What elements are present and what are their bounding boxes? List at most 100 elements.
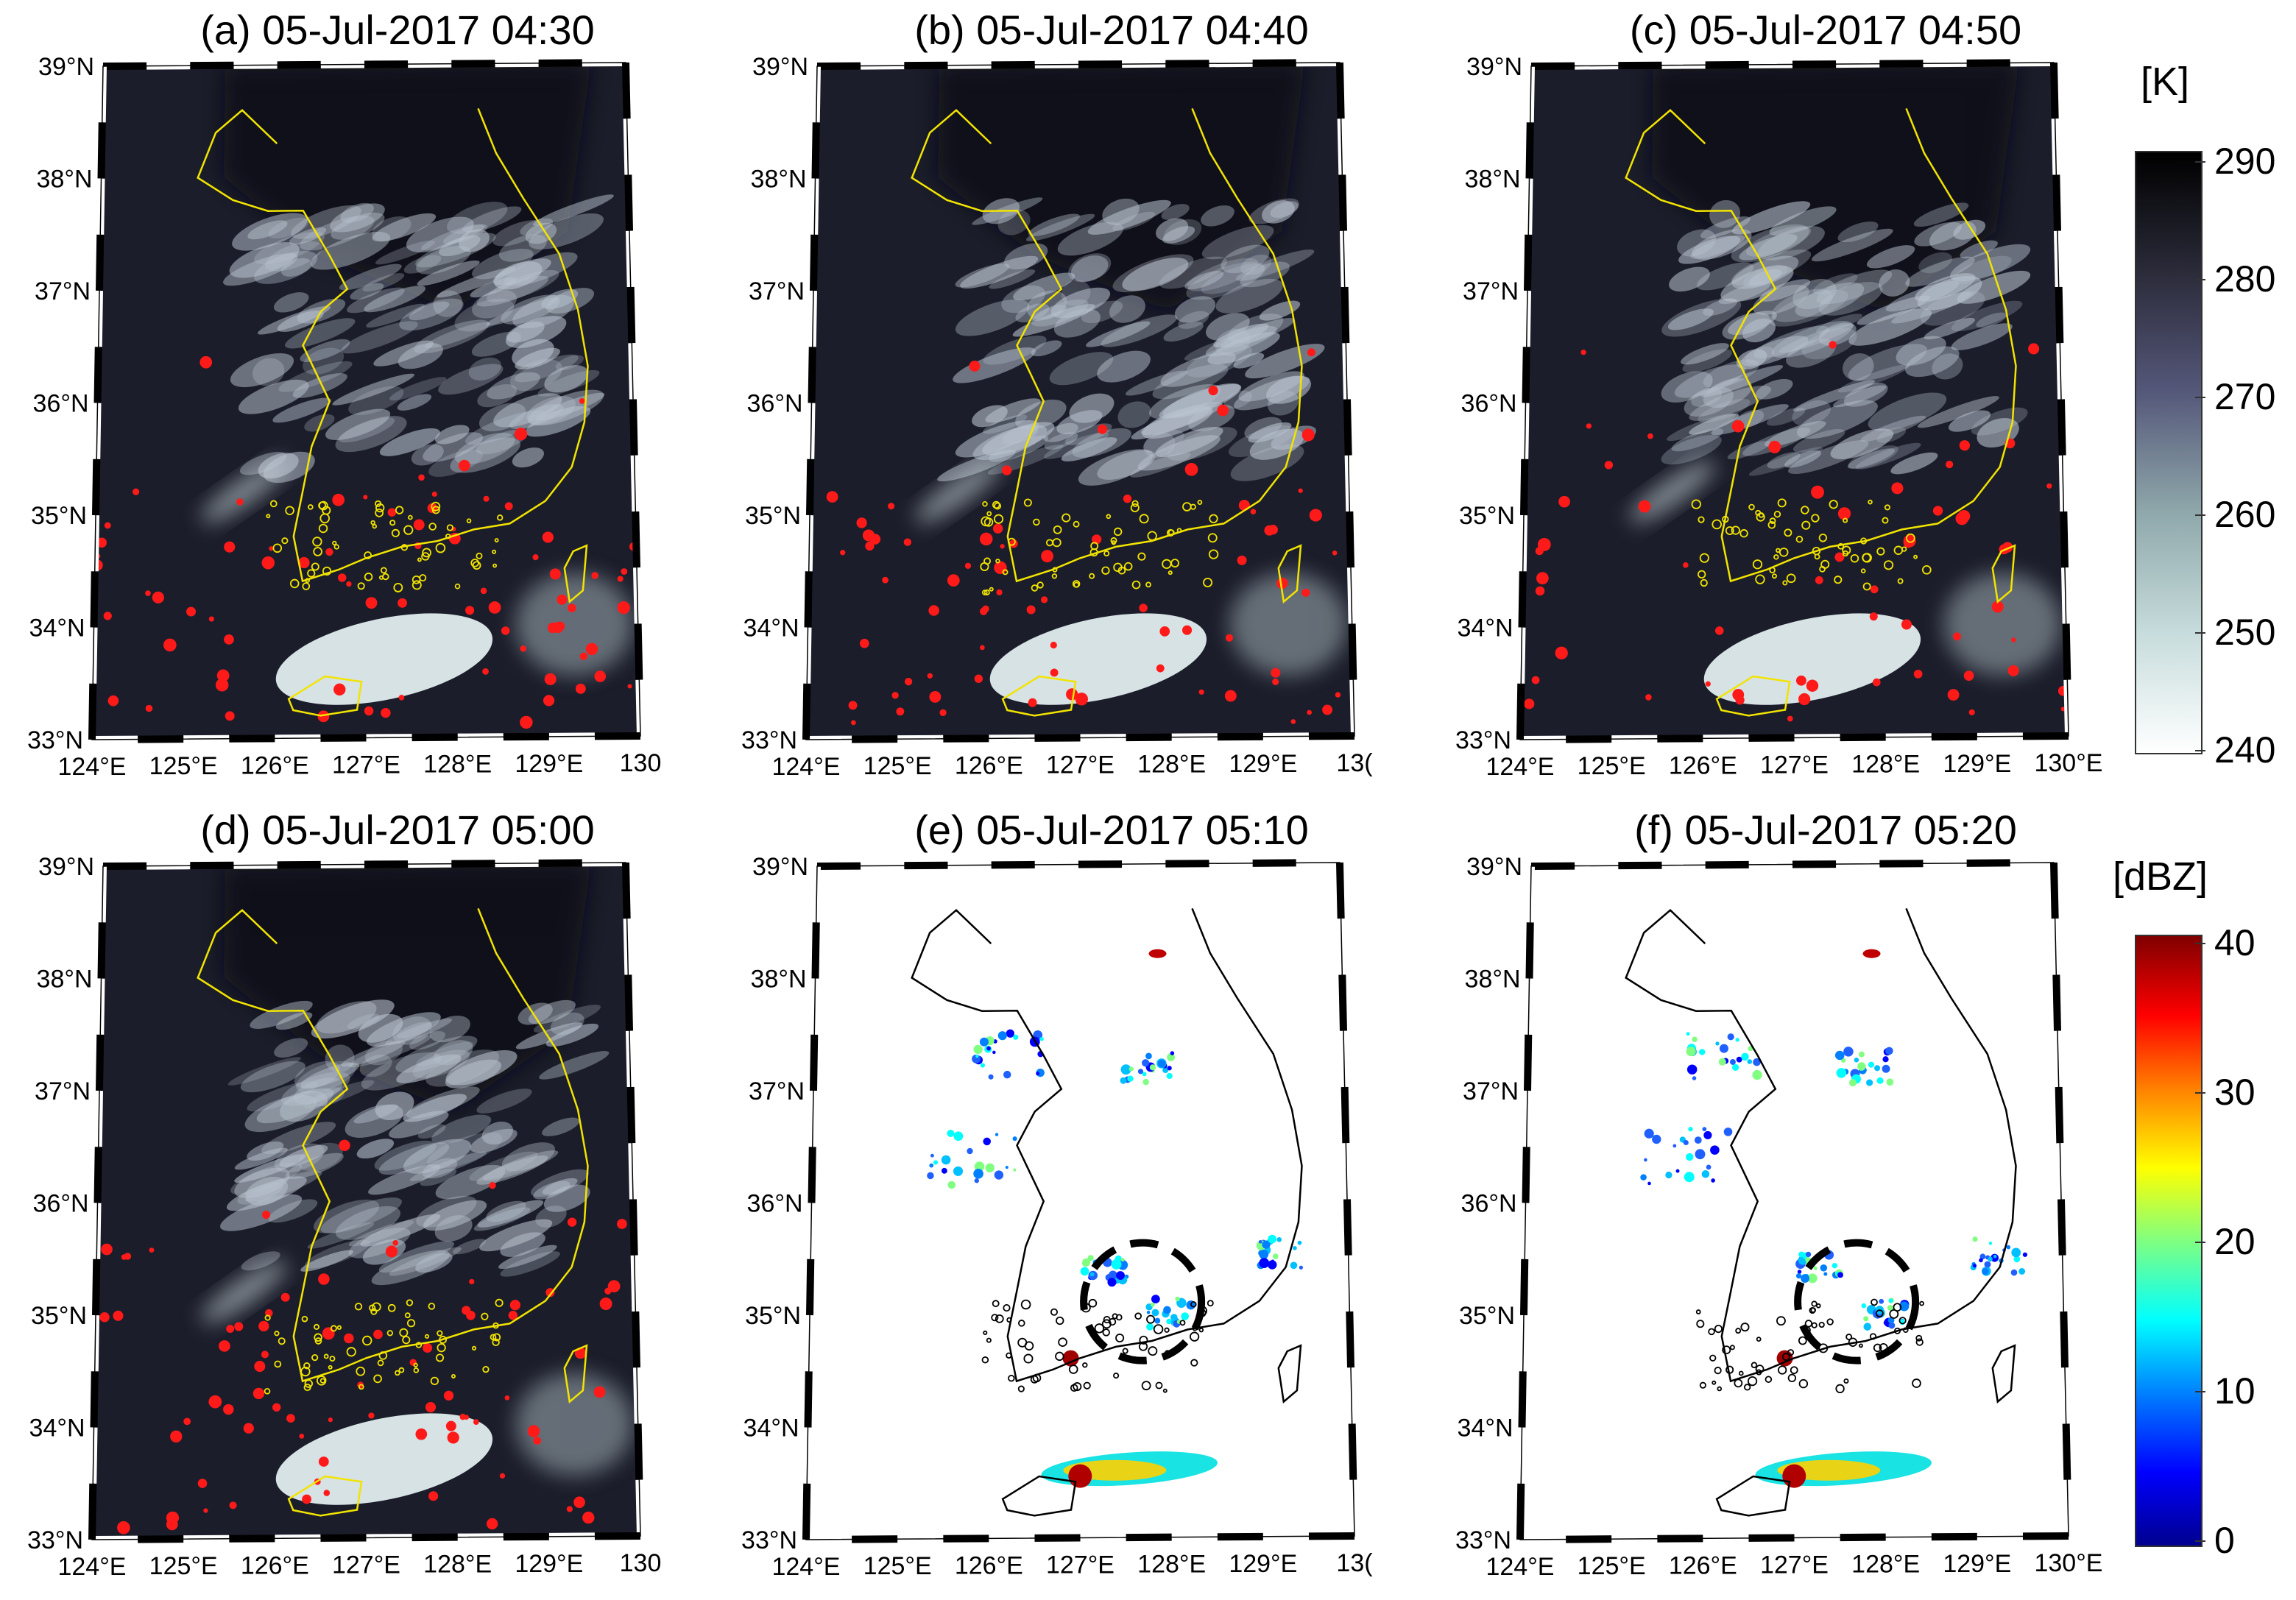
island-outline xyxy=(1842,545,1851,555)
cloud-patch xyxy=(348,1220,414,1247)
island-outline xyxy=(1722,515,1729,523)
island-outline xyxy=(492,563,498,568)
map-panel-a: 39°N 38°N 37°N 36°N 35°N 34°N 33°N 124°E 125°E 12… xyxy=(27,0,751,800)
coastline xyxy=(197,907,589,1383)
map-panel-e: 39°N 38°N 37°N 36°N 35°N 34°N 33°N 124°E 125°E 12… xyxy=(741,800,1465,1600)
convective-cell xyxy=(1050,668,1059,677)
cloud-patch xyxy=(1891,291,1972,324)
radar-echo xyxy=(1885,1047,1893,1055)
island-outline xyxy=(1773,554,1779,560)
coastline-jeju xyxy=(287,1475,363,1517)
cloud-patch xyxy=(1072,428,1131,458)
radar-echo xyxy=(1012,1136,1017,1141)
convective-cell xyxy=(1531,676,1540,684)
cloud-patch xyxy=(1152,364,1229,400)
cloud-patch xyxy=(1731,249,1812,286)
cloud-patch xyxy=(476,1155,548,1185)
map-panel-f: 39°N 38°N 37°N 36°N 35°N 34°N 33°N 124°E 125°E 12… xyxy=(1455,800,2179,1600)
lat-label: 36°N xyxy=(1461,390,1517,418)
cloud-patch xyxy=(1142,430,1184,453)
convective-cell xyxy=(392,1240,398,1246)
cloud-patch xyxy=(411,444,444,466)
lat-label: 34°N xyxy=(1458,615,1513,643)
radar-echo xyxy=(1259,1249,1269,1259)
cloud-patch xyxy=(1876,427,1907,443)
lon-label: 128°E xyxy=(1851,1551,1920,1579)
lat-label: 33°N xyxy=(27,1526,83,1554)
island-outline xyxy=(422,548,431,558)
radar-echo xyxy=(1036,1072,1040,1076)
island-outline xyxy=(382,573,389,581)
cloud-patch xyxy=(1818,282,1883,316)
cloud-patch xyxy=(320,1197,402,1233)
radar-echo xyxy=(1711,1178,1715,1183)
convective-cell xyxy=(533,1437,541,1445)
cloud-patch xyxy=(1184,338,1240,361)
island-outline xyxy=(1784,528,1792,537)
cloud-patch xyxy=(1674,364,1746,398)
island-outline xyxy=(329,1356,336,1362)
cloud-patch xyxy=(1215,278,1283,314)
radar-echo xyxy=(1888,1322,1896,1329)
island-outline xyxy=(1845,1334,1853,1340)
cloud-patch xyxy=(486,297,559,326)
convective-cell xyxy=(418,474,425,481)
island-outline xyxy=(1002,569,1009,576)
lon-label: 124°E xyxy=(771,1553,840,1581)
convective-cell xyxy=(1837,507,1851,520)
radar-echo xyxy=(1813,1266,1818,1270)
cloud-patch xyxy=(983,414,1028,434)
cloud-patch xyxy=(313,1087,345,1107)
island-outline xyxy=(1729,1345,1735,1351)
convective-cell xyxy=(2046,483,2052,489)
convective-cell xyxy=(226,1325,235,1334)
convective-cell xyxy=(272,1403,281,1412)
radar-echo xyxy=(1154,1317,1161,1324)
convective-cell xyxy=(1050,641,1057,649)
convective-cell xyxy=(1208,386,1218,396)
radar-echo xyxy=(2011,1247,2021,1258)
island-outline xyxy=(1871,1298,1878,1306)
cloud-patch xyxy=(454,298,515,332)
island-outline xyxy=(285,506,294,516)
island-outline xyxy=(1752,559,1763,570)
island-outline xyxy=(1115,1334,1125,1343)
cloud-patch xyxy=(1784,450,1822,468)
radar-echo xyxy=(2022,1252,2028,1257)
cloud-patch xyxy=(1053,308,1101,338)
cloud-patch xyxy=(314,1200,380,1233)
convective-cell xyxy=(387,508,397,517)
cloud-patch xyxy=(325,1044,355,1073)
cloud-patch xyxy=(1692,229,1752,260)
island-outline xyxy=(1712,519,1723,530)
convective-cell xyxy=(504,502,513,511)
convective-cell xyxy=(2007,665,2019,676)
island-outline xyxy=(1859,537,1868,545)
island-outline xyxy=(1801,506,1809,514)
convective-cell xyxy=(145,590,151,596)
convective-cell xyxy=(1536,572,1549,585)
island-outline xyxy=(1053,525,1062,534)
cloud-patch xyxy=(1671,428,1724,452)
cloud-patch xyxy=(240,1061,305,1093)
island-outline xyxy=(318,501,327,510)
cloud-patch xyxy=(1848,308,1932,346)
cloud-patch xyxy=(1131,407,1212,440)
island-outline xyxy=(1765,1376,1773,1384)
island-outline xyxy=(1162,1388,1168,1393)
cloud-patch xyxy=(1855,442,1921,470)
island-outline xyxy=(983,1330,988,1335)
cloud-patch xyxy=(518,1002,553,1025)
cloud-patch xyxy=(955,299,1030,336)
island-outline xyxy=(1778,548,1789,557)
convective-cell xyxy=(322,1327,335,1340)
convective-cell xyxy=(929,690,942,703)
convective-cell xyxy=(1040,596,1048,603)
cloud-patch xyxy=(1267,390,1299,416)
island-outline xyxy=(302,582,311,590)
radar-echo xyxy=(1984,1261,1991,1268)
island-outline xyxy=(1141,1381,1151,1391)
radar-echo xyxy=(1166,1318,1172,1325)
cloud-patch xyxy=(1661,435,1722,465)
island-outline xyxy=(1052,567,1058,573)
